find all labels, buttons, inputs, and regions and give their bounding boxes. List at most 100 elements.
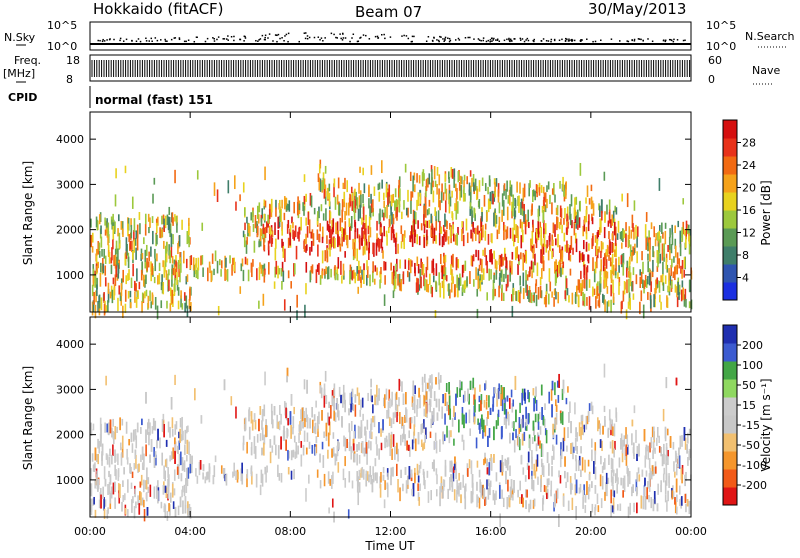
power-echo <box>605 270 608 282</box>
power-echo <box>458 181 461 191</box>
velocity-echo <box>305 488 307 502</box>
power-echo <box>253 240 256 253</box>
power-echo <box>479 274 481 281</box>
power-echo <box>190 255 193 266</box>
power-echo <box>394 237 397 247</box>
power-echo <box>365 225 367 240</box>
velocity-echo <box>138 463 140 472</box>
power-echo <box>670 243 673 254</box>
velocity-echo <box>621 439 624 454</box>
velocity-echo <box>181 457 184 471</box>
power-echo <box>163 225 165 232</box>
velocity-echo <box>251 471 253 485</box>
nsky-dot <box>261 34 264 37</box>
power-echo <box>213 268 215 276</box>
power-echo <box>277 230 280 240</box>
velocity-echo <box>524 422 527 431</box>
power-echo <box>140 269 143 281</box>
velocity-echo <box>664 494 667 503</box>
power-echo <box>683 256 686 269</box>
power-echo <box>100 262 102 273</box>
power-echo <box>618 256 620 267</box>
velocity-echo <box>577 460 580 472</box>
power-echo <box>676 264 679 275</box>
power-echo <box>107 282 110 294</box>
nsky-dot <box>122 40 125 42</box>
velocity-echo <box>464 485 466 499</box>
power-echo <box>114 274 117 286</box>
power-echo <box>339 243 342 252</box>
velocity-echo <box>154 420 157 431</box>
nsky-dot <box>216 38 218 41</box>
velocity-echo <box>264 466 267 475</box>
power-echo <box>390 262 392 271</box>
power-echo <box>444 173 446 182</box>
nsky-dot <box>330 32 333 35</box>
nsky-dot <box>160 39 162 41</box>
power-echo <box>528 183 531 197</box>
nsky-dot <box>651 40 654 43</box>
power-echo <box>358 270 360 281</box>
velocity-echo <box>333 410 336 421</box>
power-echo <box>512 233 515 247</box>
velocity-echo <box>582 496 584 509</box>
velocity-echo <box>611 440 614 454</box>
power-echo <box>551 291 553 298</box>
power-echo <box>631 281 633 292</box>
power-echo <box>154 248 156 259</box>
power-echo <box>604 277 606 289</box>
power-echo <box>366 274 368 286</box>
velocity-x-ticks: 00:00 04:00 08:00 12:00 16:00 20:00 00:00 <box>74 317 707 538</box>
power-echo <box>176 222 178 233</box>
power-echo <box>522 287 525 300</box>
power-echo <box>368 241 370 254</box>
nsky-dot <box>281 37 283 39</box>
power-echo <box>218 259 221 266</box>
power-echo <box>116 256 118 266</box>
velocity-echo <box>454 456 456 468</box>
velocity-echo <box>366 471 369 481</box>
power-echo <box>294 225 297 238</box>
velocity-echo <box>167 421 170 433</box>
power-echo <box>439 200 441 211</box>
power-echo <box>349 225 351 240</box>
velocity-echo <box>337 410 340 421</box>
nsky-dot <box>600 39 602 42</box>
power-echo <box>387 192 389 206</box>
velocity-echo <box>664 426 667 439</box>
power-echo <box>388 194 391 204</box>
velocity-echo <box>360 468 363 478</box>
power-echo <box>242 182 245 193</box>
velocity-echo <box>181 489 183 498</box>
velocity-echo <box>180 434 183 442</box>
velocity-echo <box>566 472 569 483</box>
power-echo <box>498 258 501 265</box>
nsky-dot <box>564 39 567 42</box>
velocity-echo <box>422 443 424 451</box>
nsky-dot <box>304 37 307 40</box>
power-echo <box>374 265 377 272</box>
nsky-dot <box>362 34 365 36</box>
velocity-echo <box>456 489 458 503</box>
freq-bars <box>91 60 691 77</box>
velocity-echo <box>640 495 643 509</box>
velocity-echo <box>430 418 433 429</box>
power-echo <box>592 203 595 216</box>
power-echo <box>549 237 551 251</box>
velocity-echo <box>597 505 600 513</box>
power-echo <box>426 229 428 241</box>
power-echo <box>325 266 327 274</box>
velocity-echo <box>472 482 474 495</box>
velocity-echo <box>109 474 112 485</box>
velocity-echo <box>166 510 169 521</box>
power-echo <box>171 255 174 264</box>
velocity-echo <box>524 475 527 482</box>
power-echo <box>344 251 346 258</box>
velocity-echo <box>608 454 610 465</box>
velocity-echo <box>107 507 109 514</box>
power-echo <box>543 228 545 239</box>
power-echo <box>260 264 263 274</box>
velocity-echo <box>409 417 412 429</box>
beam-title: Beam 07 <box>355 3 422 21</box>
colorbar-segment <box>723 325 737 344</box>
